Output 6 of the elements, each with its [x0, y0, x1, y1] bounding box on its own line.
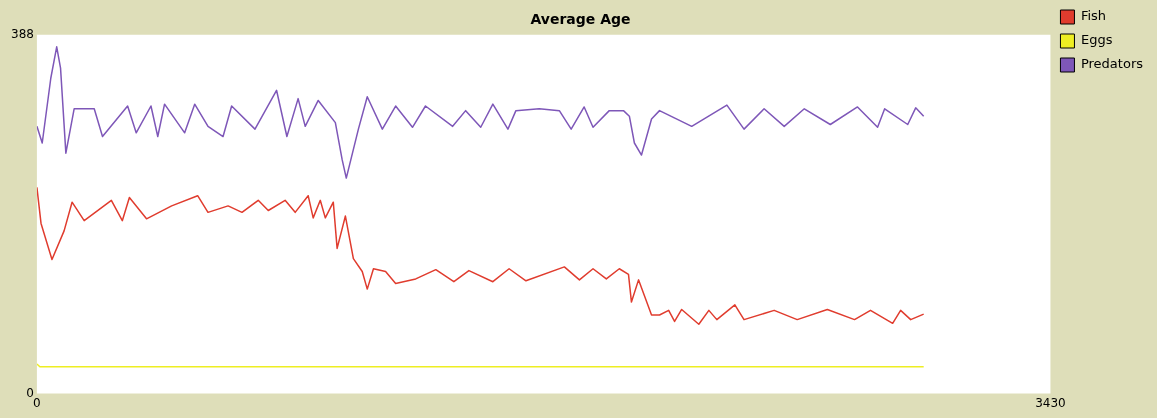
legend-label: Predators — [1080, 56, 1144, 72]
x-tick-label: 3430 — [1035, 395, 1066, 410]
y-tick-label: 388 — [11, 26, 34, 41]
legend-label: Fish — [1080, 8, 1107, 24]
legend-label: Eggs — [1080, 32, 1113, 48]
chart-title: Average Age — [530, 11, 631, 28]
